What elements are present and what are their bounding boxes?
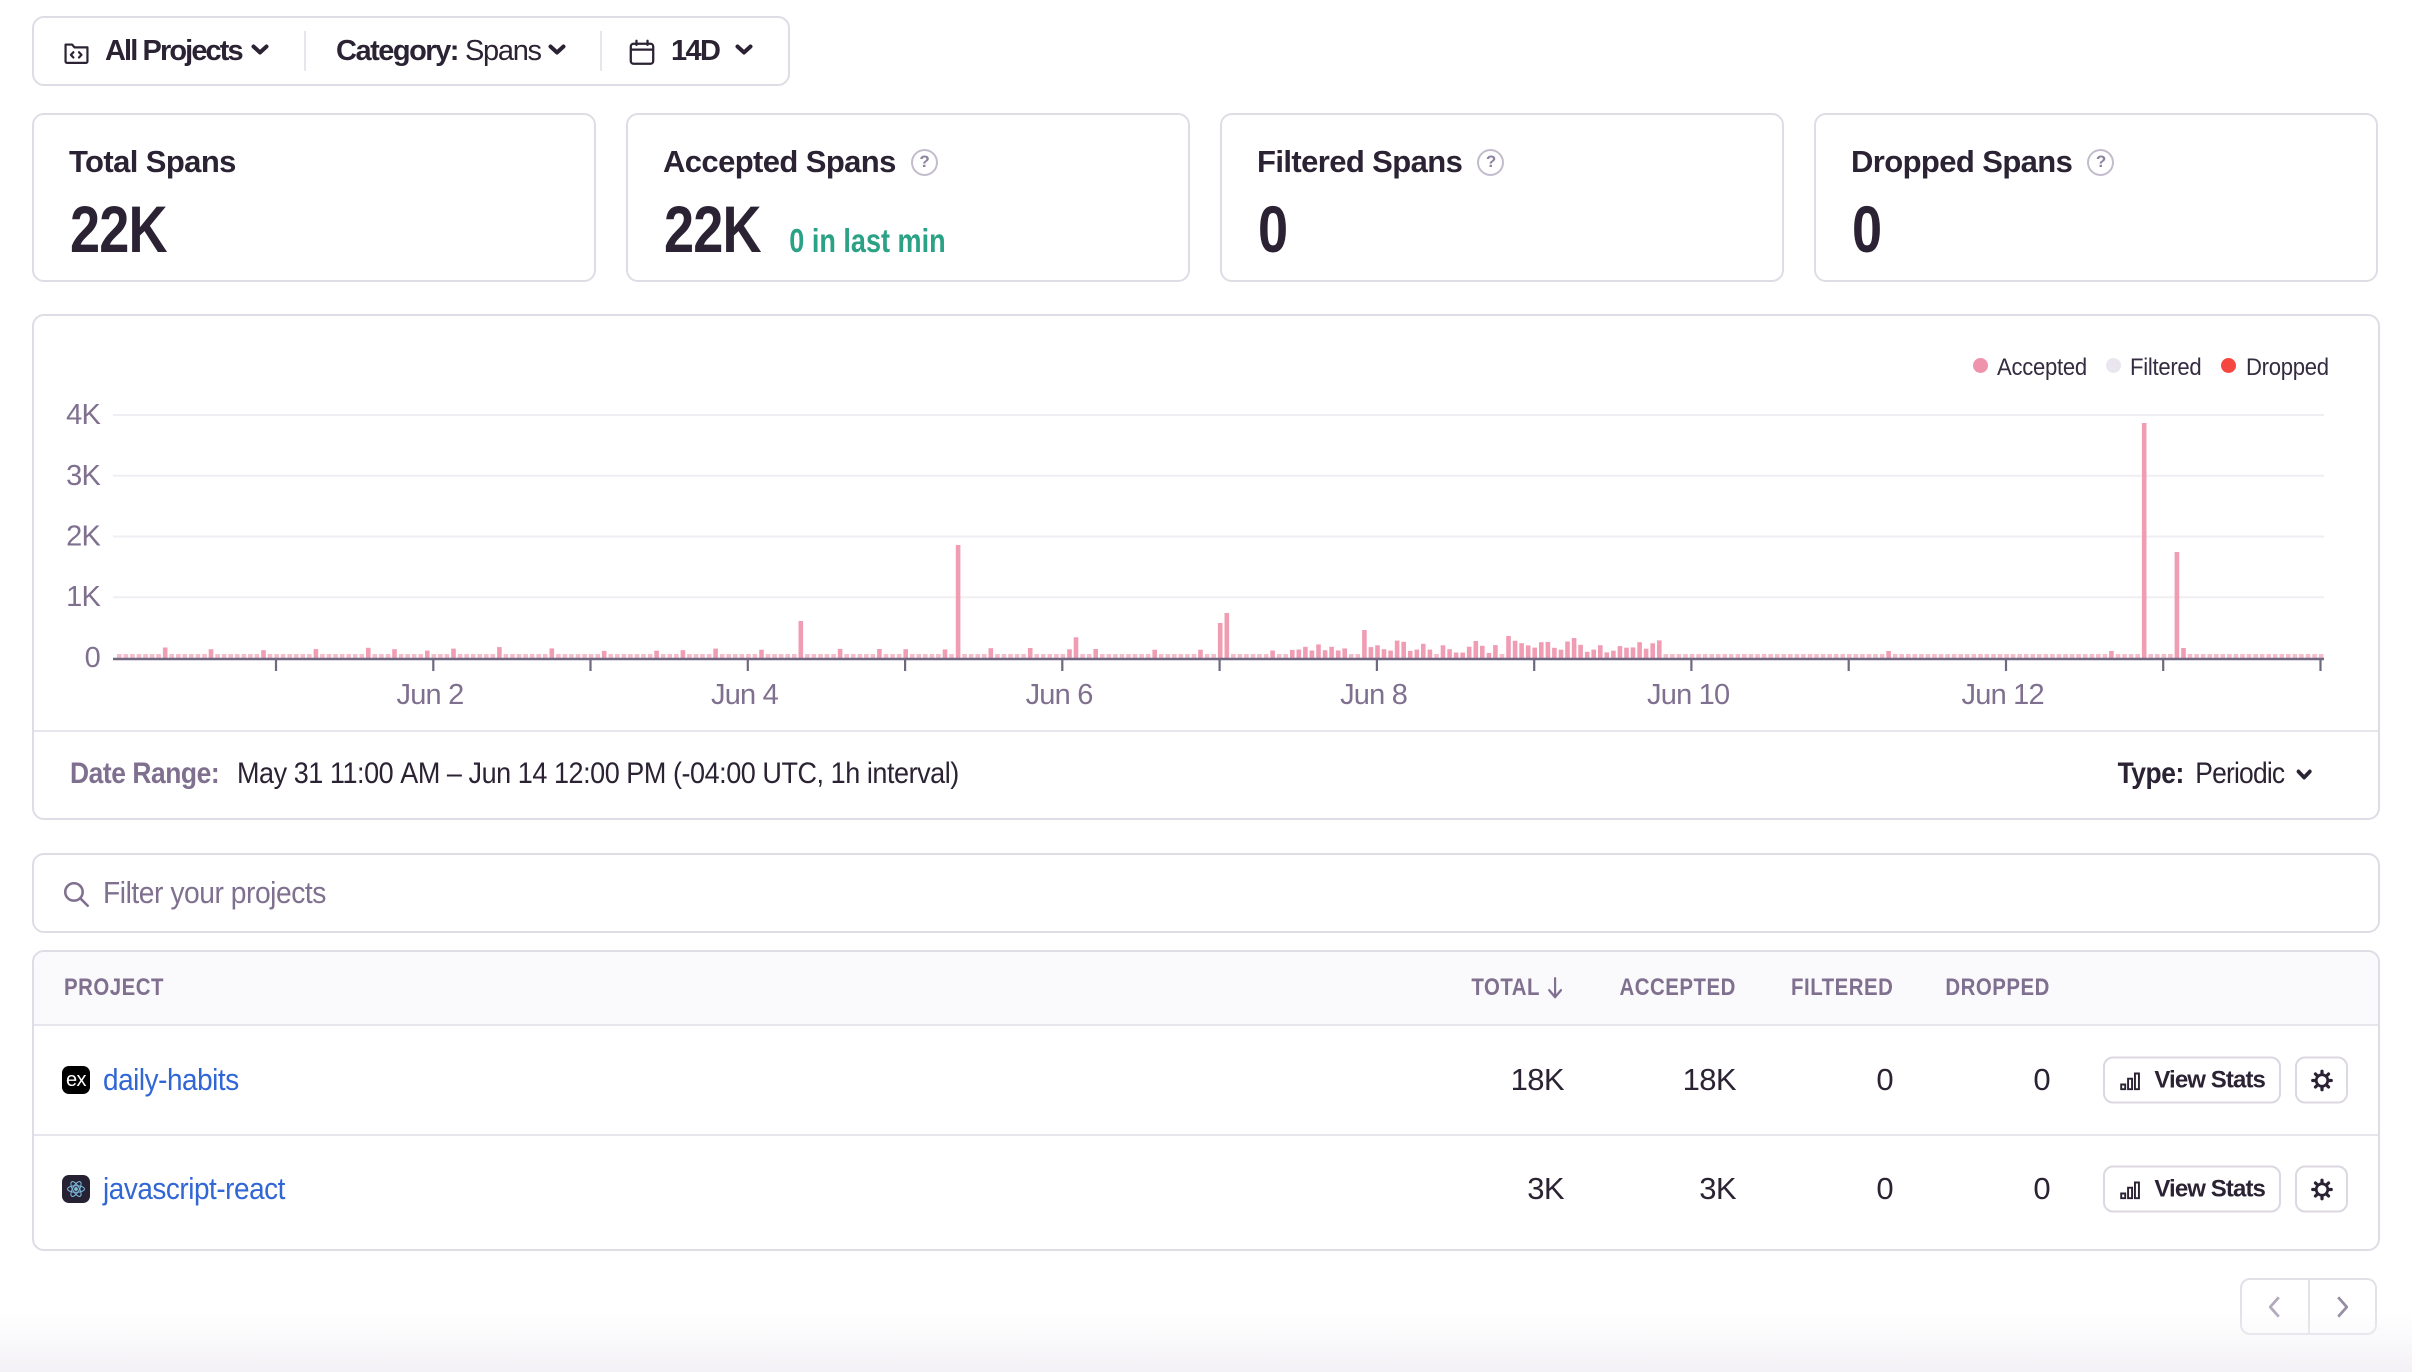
svg-text:Jun 12: Jun 12	[1962, 679, 2044, 711]
svg-text:2K: 2K	[66, 521, 101, 553]
svg-text:Jun 2: Jun 2	[397, 679, 464, 711]
svg-text:3K: 3K	[66, 460, 101, 492]
svg-text:0: 0	[85, 642, 100, 674]
svg-text:Jun 6: Jun 6	[1026, 679, 1093, 711]
svg-text:1K: 1K	[66, 581, 101, 613]
svg-text:4K: 4K	[66, 399, 101, 431]
svg-text:Jun 10: Jun 10	[1647, 679, 1729, 711]
svg-text:Jun 4: Jun 4	[711, 679, 779, 711]
svg-text:Jun 8: Jun 8	[1340, 679, 1407, 711]
